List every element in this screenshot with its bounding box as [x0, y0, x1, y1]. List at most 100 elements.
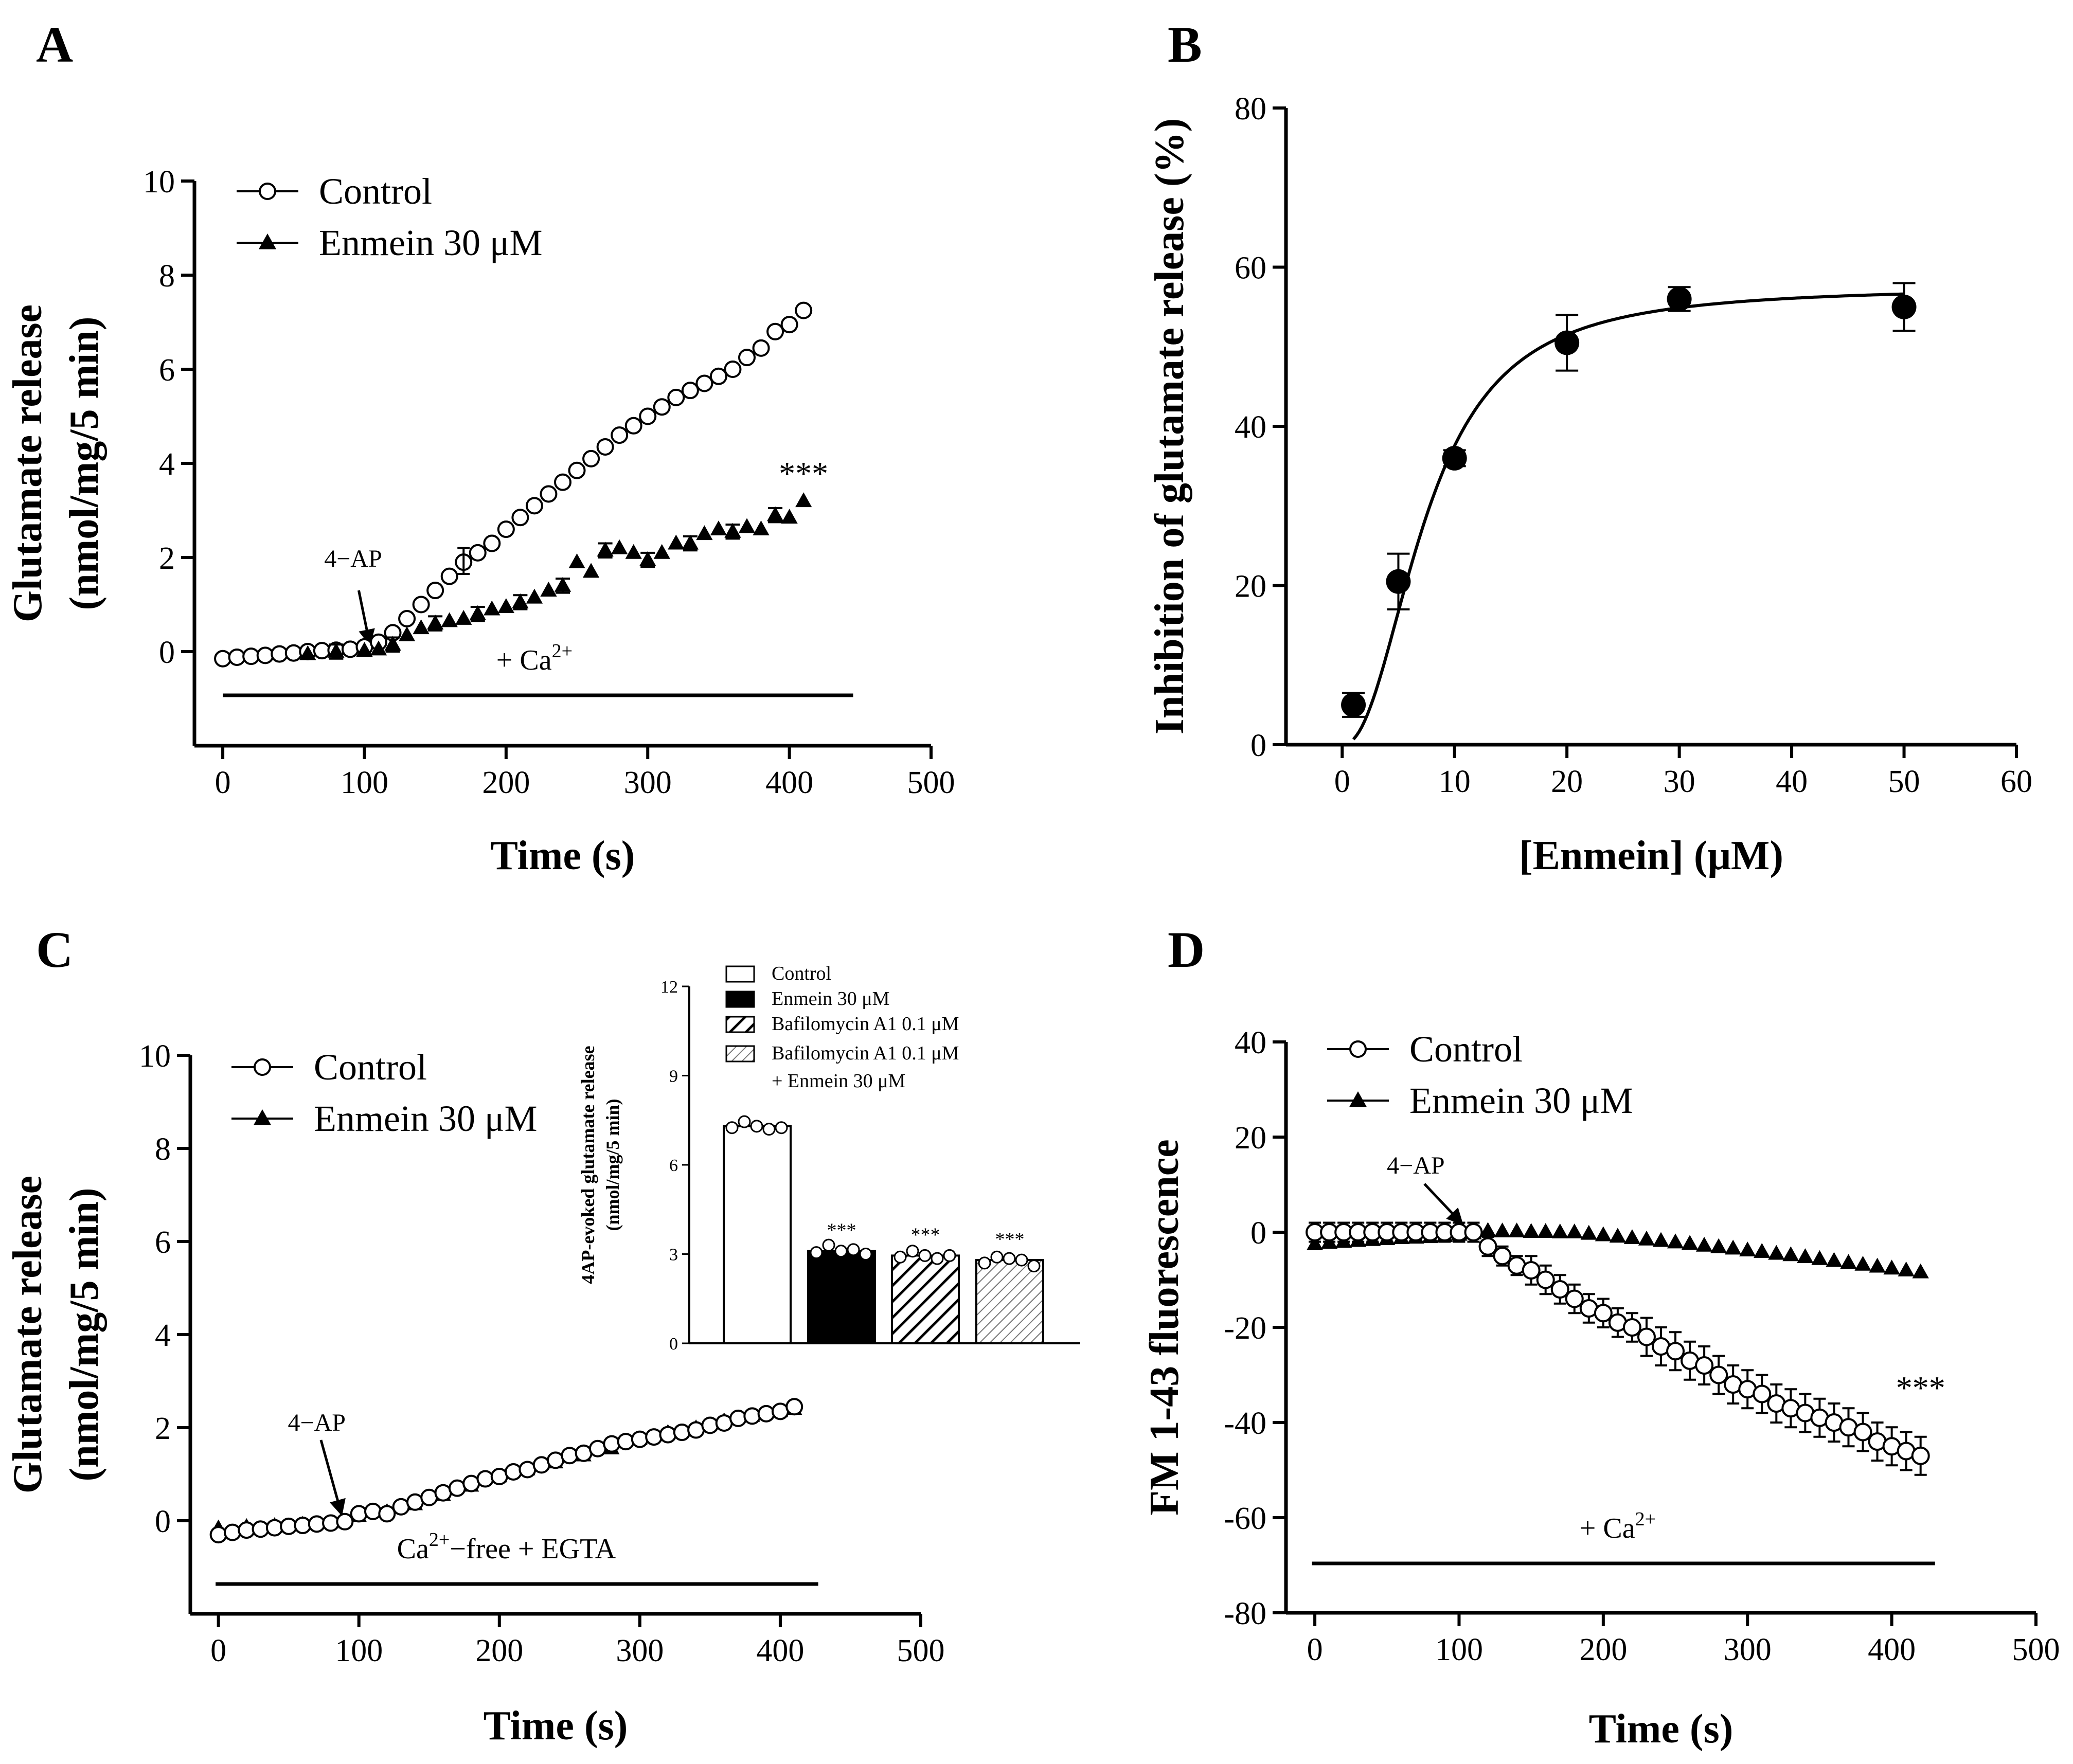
- data-point-control: [540, 485, 558, 503]
- data-point-enmein: [258, 233, 277, 249]
- data-point-control: [313, 642, 331, 660]
- data-point-enmein: [1898, 1262, 1915, 1276]
- data-point-enmein: [766, 506, 784, 521]
- data-point-enmein: [1768, 1245, 1785, 1260]
- data-point-enmein: [1667, 1233, 1684, 1249]
- x-tick-label: 300: [1724, 1632, 1772, 1667]
- condition-label: + Ca2+: [1580, 1508, 1656, 1544]
- inset-significance-stars: ***: [827, 1220, 856, 1241]
- data-point-control: [1753, 1384, 1772, 1403]
- data-point-control: [284, 644, 302, 662]
- y-tick-label: 0: [1250, 728, 1266, 763]
- data-point-control: [1666, 1342, 1685, 1361]
- inset-significance-stars: ***: [911, 1224, 940, 1246]
- data-point-control: [440, 567, 458, 585]
- data-point-enmein: [668, 534, 685, 550]
- x-tick-label: 100: [335, 1633, 383, 1668]
- data-point-enmein: [1652, 1232, 1670, 1247]
- legend-label-control: Control: [319, 171, 432, 212]
- data-point-inhibition: [1341, 692, 1366, 717]
- data-point-enmein: [1912, 1263, 1929, 1279]
- data-point-control: [709, 367, 727, 385]
- data-point-control: [322, 1514, 340, 1532]
- x-tick-label: 0: [1334, 764, 1350, 799]
- data-point-enmein: [441, 612, 458, 627]
- data-point-enmein: [1826, 1252, 1843, 1267]
- y-tick-label: 80: [1235, 92, 1266, 127]
- inset-data-point: [1003, 1252, 1016, 1265]
- data-point-control: [223, 1523, 241, 1541]
- data-point-enmein: [512, 593, 529, 608]
- data-point-control: [785, 1398, 803, 1416]
- y-axis-title: FM 1-43 fluorescence: [1142, 1139, 1187, 1516]
- data-point-control: [729, 1409, 747, 1427]
- chart-panel-c: 0 100 200 300 400 500 0 2 4 6 8 10 Time (s) Glutamate…: [5, 1039, 945, 1749]
- data-point-enmein: [1537, 1223, 1554, 1238]
- inset-y-tick-label: 12: [660, 978, 678, 997]
- data-point-enmein: [795, 492, 812, 508]
- inset-data-point: [847, 1243, 860, 1256]
- x-tick-label: 30: [1664, 764, 1695, 799]
- x-axis-title: Time (s): [1589, 1706, 1734, 1752]
- data-point-control: [645, 1428, 663, 1446]
- x-tick-label: 300: [616, 1633, 664, 1668]
- x-tick-label: 200: [1579, 1632, 1627, 1667]
- data-point-control: [554, 473, 571, 491]
- inset-y-axis-title: (nmol/mg/5 min): [602, 1099, 623, 1231]
- x-tick-label: 50: [1888, 764, 1920, 799]
- data-point-enmein: [1739, 1241, 1756, 1257]
- data-point-enmein: [253, 1109, 272, 1125]
- y-tick-label: -80: [1224, 1596, 1266, 1631]
- inset-data-point: [834, 1245, 848, 1258]
- inset-significance-stars: ***: [995, 1229, 1025, 1250]
- x-tick-label: 400: [756, 1633, 804, 1668]
- inset-legend-swatch: [725, 1045, 755, 1063]
- data-point-control: [617, 1433, 635, 1451]
- data-point-control: [1536, 1270, 1555, 1289]
- data-point-control: [1550, 1280, 1569, 1299]
- condition-label: Ca2+−free + EGTA: [397, 1529, 616, 1565]
- data-point-control: [378, 1505, 396, 1523]
- condition-text-rest: −free + EGTA: [450, 1533, 616, 1565]
- y-tick-label: 8: [155, 1132, 171, 1167]
- data-point-enmein: [497, 598, 514, 613]
- data-point-enmein: [781, 509, 798, 524]
- data-point-control: [596, 438, 614, 456]
- data-point-control: [228, 648, 246, 666]
- data-point-enmein: [568, 553, 585, 569]
- data-point-enmein: [1725, 1239, 1742, 1255]
- data-point-control: [673, 1424, 691, 1442]
- inset-legend-label: Enmein 30 μM: [772, 988, 889, 1010]
- data-point-control: [469, 544, 487, 562]
- data-point-enmein: [1710, 1238, 1727, 1253]
- data-point-control: [653, 398, 671, 416]
- data-point-control: [611, 426, 629, 444]
- x-axis-title: Time (s): [484, 1703, 628, 1749]
- inset-data-point: [943, 1249, 956, 1262]
- data-point-control: [1493, 1247, 1512, 1266]
- data-point-inhibition: [1891, 294, 1917, 319]
- data-point-enmein: [398, 626, 416, 641]
- y-tick-label: 40: [1235, 410, 1266, 445]
- chart-panel-c-inset: 0 3 6 9 12 4AP-evoked glutamate release (nmol/…: [578, 963, 1080, 1354]
- x-axis-title: [Enmein] (μM): [1519, 833, 1783, 878]
- data-point-enmein: [1479, 1222, 1496, 1237]
- data-point-control: [780, 316, 798, 334]
- data-point-control: [639, 407, 657, 425]
- data-point-enmein: [427, 615, 444, 629]
- x-tick-label: 300: [624, 765, 672, 800]
- x-tick-label: 60: [2000, 764, 2032, 799]
- inset-data-point: [822, 1238, 835, 1252]
- data-point-control: [1565, 1289, 1584, 1308]
- inset-legend-swatch: [725, 991, 755, 1008]
- y-axis-title: Glutamate release: [5, 1176, 50, 1493]
- data-point-control: [1622, 1318, 1641, 1337]
- inset-data-point: [978, 1256, 991, 1270]
- x-tick-label: 200: [482, 765, 530, 800]
- y-tick-label: 2: [155, 1411, 171, 1446]
- condition-text: + Ca: [1580, 1513, 1635, 1544]
- y-tick-label: 20: [1235, 1121, 1266, 1156]
- inset-legend-swatch: [725, 1016, 755, 1033]
- data-point-control: [476, 1470, 494, 1488]
- data-point-control: [681, 382, 699, 400]
